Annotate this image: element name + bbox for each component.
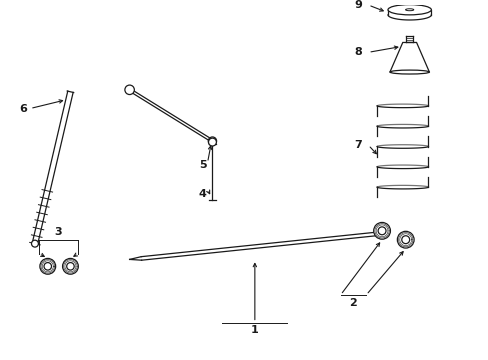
- Text: 3: 3: [55, 227, 62, 237]
- Text: 7: 7: [354, 140, 362, 150]
- Text: 2: 2: [349, 298, 357, 308]
- Circle shape: [40, 258, 56, 274]
- Text: 1: 1: [250, 325, 258, 336]
- Text: 4: 4: [198, 189, 206, 199]
- Circle shape: [208, 138, 216, 146]
- Text: 8: 8: [354, 47, 362, 57]
- Ellipse shape: [405, 9, 413, 11]
- Circle shape: [208, 137, 216, 145]
- Ellipse shape: [387, 5, 430, 15]
- Circle shape: [31, 240, 39, 247]
- Circle shape: [124, 85, 134, 95]
- Circle shape: [44, 262, 51, 270]
- Ellipse shape: [389, 70, 428, 74]
- Circle shape: [397, 231, 413, 248]
- Circle shape: [401, 236, 409, 244]
- Polygon shape: [389, 42, 428, 72]
- Text: 9: 9: [354, 0, 362, 10]
- Circle shape: [66, 262, 74, 270]
- Circle shape: [373, 222, 389, 239]
- Circle shape: [377, 227, 385, 235]
- Text: 6: 6: [19, 104, 27, 113]
- Text: 5: 5: [198, 160, 206, 170]
- Circle shape: [62, 258, 78, 274]
